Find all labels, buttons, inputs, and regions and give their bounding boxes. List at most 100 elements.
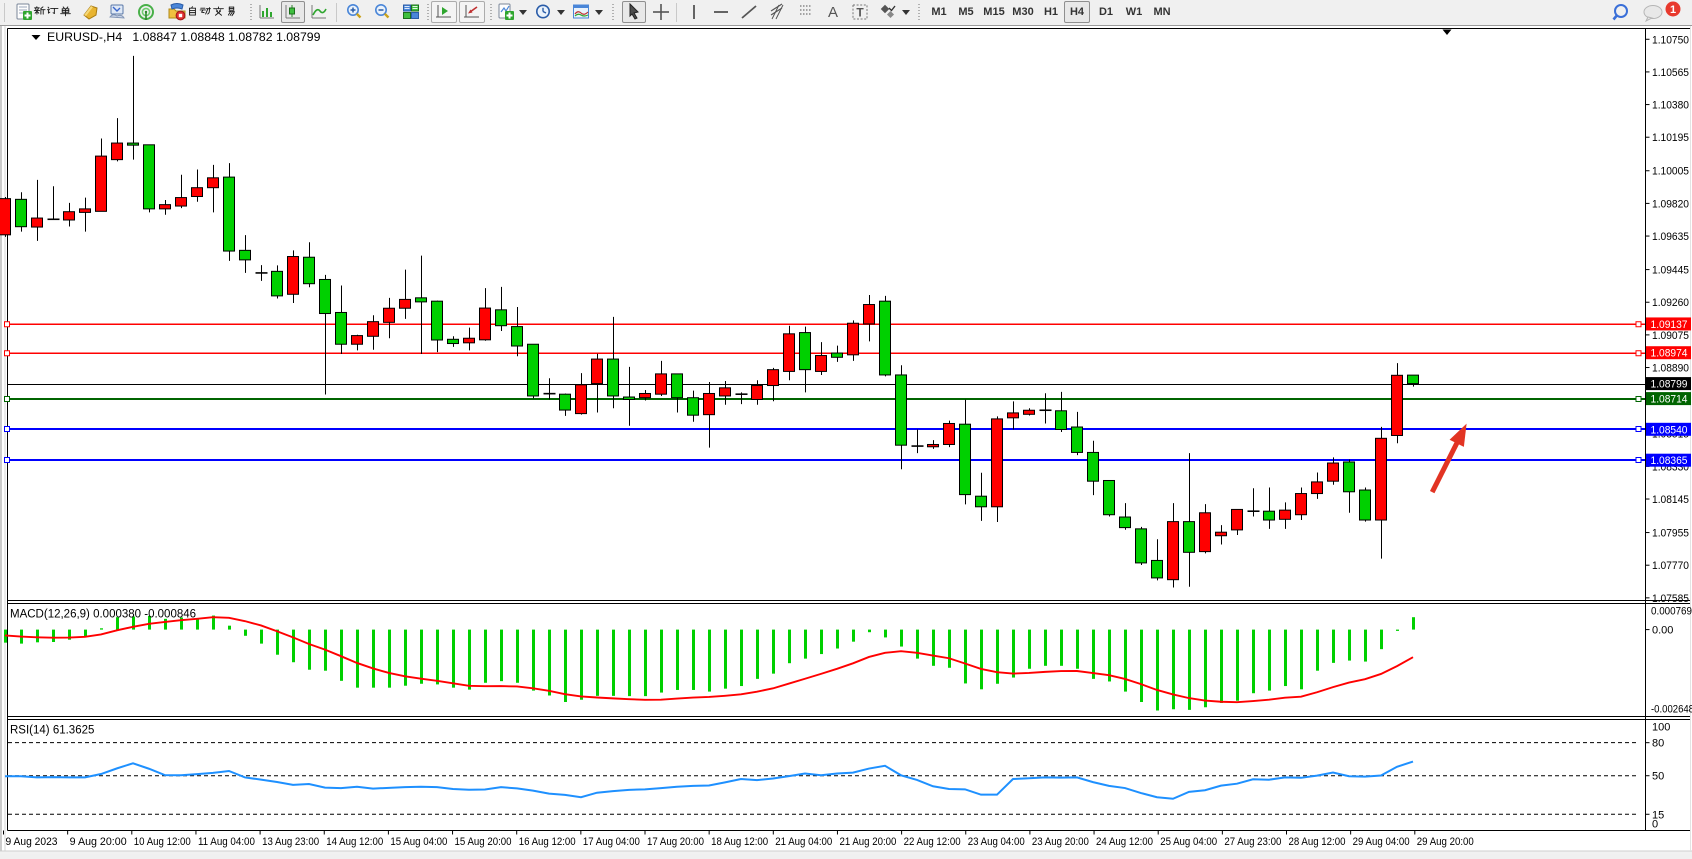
candle-body[interactable]: [1264, 511, 1275, 520]
candle-body[interactable]: [560, 394, 571, 410]
new-order-button[interactable]: [12, 1, 74, 23]
candle-body[interactable]: [176, 198, 187, 206]
candle-body[interactable]: [208, 178, 219, 188]
text-button[interactable]: A: [822, 1, 844, 23]
chart-shift-button[interactable]: [431, 1, 457, 23]
zoom-out-button[interactable]: [370, 1, 394, 23]
candle-body[interactable]: [768, 370, 779, 386]
timeframe-w1-button[interactable]: W1: [1120, 1, 1148, 23]
text-label-button[interactable]: T: [848, 1, 872, 23]
candle-body[interactable]: [720, 388, 731, 396]
candle-body[interactable]: [304, 257, 315, 283]
arrows-dropdown[interactable]: [900, 1, 912, 23]
candle-body[interactable]: [480, 308, 491, 340]
timeframe-d1-button[interactable]: D1: [1093, 1, 1119, 23]
candle-body[interactable]: [1296, 494, 1307, 515]
candle-body[interactable]: [80, 209, 91, 213]
candle-body[interactable]: [608, 359, 619, 396]
auto-scroll-button[interactable]: [459, 1, 485, 23]
candle-body[interactable]: [288, 257, 299, 295]
candle-body[interactable]: [160, 205, 171, 209]
candle-body[interactable]: [96, 156, 107, 211]
timeframe-h1-button[interactable]: H1: [1038, 1, 1064, 23]
candle-body[interactable]: [944, 423, 955, 444]
periods-button[interactable]: [532, 1, 554, 23]
candle-body[interactable]: [832, 353, 843, 357]
templates-dropdown[interactable]: [593, 1, 605, 23]
strategy-tester-button[interactable]: [136, 1, 156, 23]
candle-body[interactable]: [1168, 522, 1179, 580]
candle-body[interactable]: [224, 177, 235, 251]
candle-body[interactable]: [464, 338, 475, 343]
candle-body[interactable]: [1360, 490, 1371, 520]
candle-body[interactable]: [1152, 560, 1163, 577]
candle-body[interactable]: [16, 199, 27, 226]
candle-body[interactable]: [320, 279, 331, 313]
price-level-badge[interactable]: 1.08365: [1646, 454, 1691, 468]
zoom-in-button[interactable]: [342, 1, 366, 23]
candle-body[interactable]: [848, 323, 859, 355]
candle-body[interactable]: [496, 310, 507, 326]
candle-body[interactable]: [1184, 522, 1195, 553]
notifications-button[interactable]: 1: [1642, 1, 1688, 23]
candle-body[interactable]: [432, 301, 443, 340]
candle-body[interactable]: [384, 308, 395, 322]
candle-body[interactable]: [1136, 529, 1147, 563]
timeframe-h4-button[interactable]: H4: [1064, 1, 1090, 23]
fibonacci-button[interactable]: [794, 1, 820, 23]
candle-body[interactable]: [1072, 427, 1083, 452]
crosshair-button[interactable]: [649, 1, 673, 23]
candle-body[interactable]: [336, 312, 347, 344]
arrows-button[interactable]: [876, 1, 900, 23]
candle-body[interactable]: [928, 444, 939, 446]
candle-body[interactable]: [576, 385, 587, 414]
candle-body[interactable]: [192, 188, 203, 197]
candle-body[interactable]: [976, 496, 987, 507]
candle-body[interactable]: [592, 359, 603, 384]
candle-body[interactable]: [1280, 510, 1291, 519]
candle-body[interactable]: [1312, 482, 1323, 494]
timeframe-m15-button[interactable]: M15: [979, 1, 1009, 23]
candle-body[interactable]: [368, 322, 379, 337]
candle-body[interactable]: [864, 305, 875, 324]
cursor-button[interactable]: [622, 1, 646, 23]
bar-chart-type-button[interactable]: [255, 1, 279, 23]
candle-body[interactable]: [528, 344, 539, 396]
hline-handle[interactable]: [1636, 427, 1641, 432]
candle-body[interactable]: [1104, 480, 1115, 514]
candle-body[interactable]: [1232, 509, 1243, 529]
candle-body[interactable]: [448, 339, 459, 343]
candle-body[interactable]: [624, 397, 635, 399]
hline-handle[interactable]: [1636, 458, 1641, 463]
candle-body[interactable]: [784, 334, 795, 372]
candle-body[interactable]: [752, 386, 763, 400]
candle-body[interactable]: [0, 199, 11, 235]
tile-windows-button[interactable]: [399, 1, 423, 23]
hline-handle[interactable]: [5, 322, 10, 327]
candle-body[interactable]: [672, 374, 683, 398]
equidistant-channel-button[interactable]: [765, 1, 791, 23]
hline-handle[interactable]: [5, 427, 10, 432]
candle-body[interactable]: [704, 393, 715, 414]
hline-handle[interactable]: [5, 397, 10, 402]
price-level-badge[interactable]: 1.08714: [1646, 392, 1691, 406]
candle-body[interactable]: [1344, 462, 1355, 492]
market-watch-button[interactable]: [80, 1, 100, 23]
candle-body[interactable]: [1008, 413, 1019, 418]
timeframe-m5-button[interactable]: M5: [953, 1, 979, 23]
vertical-line-button[interactable]: [683, 1, 705, 23]
timeframe-m30-button[interactable]: M30: [1008, 1, 1038, 23]
line-chart-type-button[interactable]: [307, 1, 331, 23]
price-level-badge[interactable]: 1.08974: [1646, 346, 1691, 360]
indicators-button[interactable]: [495, 1, 517, 23]
candlestick-chart-type-button[interactable]: [281, 1, 305, 23]
search-button[interactable]: [1608, 1, 1634, 23]
indicators-dropdown[interactable]: [517, 1, 529, 23]
hline-handle[interactable]: [5, 351, 10, 356]
periods-dropdown[interactable]: [555, 1, 567, 23]
candle-body[interactable]: [1056, 411, 1067, 430]
hline-handle[interactable]: [1636, 322, 1641, 327]
candle-body[interactable]: [1200, 513, 1211, 552]
candle-body[interactable]: [240, 250, 251, 260]
candle-body[interactable]: [992, 419, 1003, 507]
